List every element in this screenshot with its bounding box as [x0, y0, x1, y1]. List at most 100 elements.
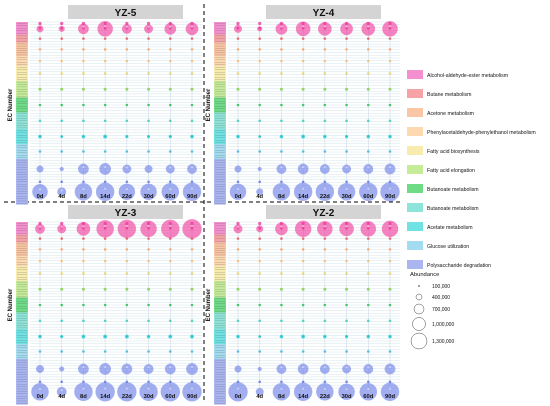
bubble	[297, 163, 309, 175]
legend-label: Acetate metabolism	[427, 225, 473, 231]
bubble	[143, 364, 154, 374]
bubble	[38, 87, 42, 91]
size-legend-circle	[413, 303, 425, 315]
bubble	[60, 221, 64, 226]
bubble	[228, 382, 248, 402]
bubble	[323, 72, 327, 75]
bubble	[103, 259, 107, 263]
bubble	[280, 103, 283, 107]
bubble	[36, 165, 44, 173]
bubble	[190, 72, 194, 75]
panel-title: YZ-4	[313, 8, 335, 19]
x-tick-label: 90d	[187, 394, 197, 400]
y-axis-label: EC Number	[206, 88, 212, 121]
size-legend-label: 100,000	[432, 284, 450, 290]
bubble	[258, 248, 262, 251]
legend-swatch	[407, 127, 423, 136]
size-legend-circle	[410, 332, 428, 350]
x-tick-label: 60d	[165, 394, 175, 400]
x-tick-label: 4d	[256, 394, 263, 400]
bubble-highlight	[345, 387, 348, 390]
bubble	[182, 219, 202, 239]
bubble	[366, 150, 370, 153]
category-strip	[16, 42, 28, 57]
bubble	[280, 319, 283, 323]
bubble	[60, 287, 64, 291]
bubble	[360, 221, 377, 237]
bubble	[323, 380, 327, 384]
bubble	[146, 21, 151, 26]
bubble-highlight	[82, 366, 85, 369]
bubble	[280, 72, 283, 75]
bubble	[103, 272, 107, 275]
bubble	[323, 150, 327, 153]
x-tick-label: 30d	[342, 194, 352, 200]
bubble	[125, 259, 129, 263]
bubble-highlight	[280, 387, 283, 390]
bubble	[322, 334, 327, 339]
bubble	[125, 103, 129, 107]
legend-swatch	[407, 222, 423, 231]
bubble	[301, 248, 305, 251]
bubble	[236, 134, 240, 139]
bubble	[147, 119, 150, 123]
bubble	[388, 237, 392, 240]
bubble	[103, 303, 107, 307]
bubble-highlight	[104, 365, 107, 368]
legend-swatch	[407, 241, 423, 250]
bubble	[301, 59, 305, 63]
bubble	[189, 334, 195, 339]
bubble	[103, 103, 107, 107]
bubble-highlight	[389, 25, 391, 28]
bubble	[323, 287, 327, 291]
bubble	[103, 350, 107, 353]
bubble	[258, 119, 262, 123]
category-strip	[214, 97, 226, 113]
bubble	[345, 48, 348, 51]
bubble	[36, 25, 44, 33]
bubble-highlight	[389, 187, 391, 190]
bubble	[236, 272, 240, 275]
size-legend-circle	[412, 317, 426, 331]
bubble	[168, 221, 172, 226]
bubble	[255, 387, 264, 396]
bubble	[147, 380, 150, 384]
bubble	[258, 150, 262, 153]
bubble	[366, 48, 370, 51]
bubble	[323, 21, 327, 26]
category-strip	[214, 242, 226, 257]
bubble-highlight	[302, 25, 305, 28]
bubble	[103, 287, 107, 291]
bubble	[190, 48, 194, 51]
bubble	[38, 272, 42, 275]
bubble-highlight	[104, 165, 107, 168]
category-strip	[214, 297, 226, 313]
bubble	[280, 259, 283, 263]
panel-yz-3: YZ-3 EC Number 0d 4d 8d 14d 22d 30d 60d 90d	[8, 205, 202, 405]
bubble	[345, 237, 348, 240]
bubble-highlight	[323, 25, 326, 28]
size-legend-label: 1,300,000	[432, 339, 454, 345]
bubble	[258, 237, 262, 240]
bubble	[125, 303, 129, 307]
x-tick-label: 8d	[278, 194, 285, 200]
bubble	[81, 87, 86, 91]
bubble	[144, 164, 153, 173]
bubble	[74, 382, 93, 402]
bubble	[103, 334, 108, 339]
bubble	[38, 248, 42, 251]
legend-swatch	[407, 89, 423, 98]
category-strip	[16, 265, 28, 281]
bubble	[38, 119, 42, 123]
bubble	[82, 272, 85, 275]
bubble	[258, 221, 262, 226]
bubble	[146, 134, 151, 139]
bubble	[280, 48, 283, 51]
bubble	[301, 87, 305, 91]
bubble	[81, 21, 86, 26]
bubble-highlight	[367, 387, 370, 390]
bubble	[345, 59, 348, 63]
bubble	[190, 37, 194, 40]
bubble	[280, 303, 283, 307]
